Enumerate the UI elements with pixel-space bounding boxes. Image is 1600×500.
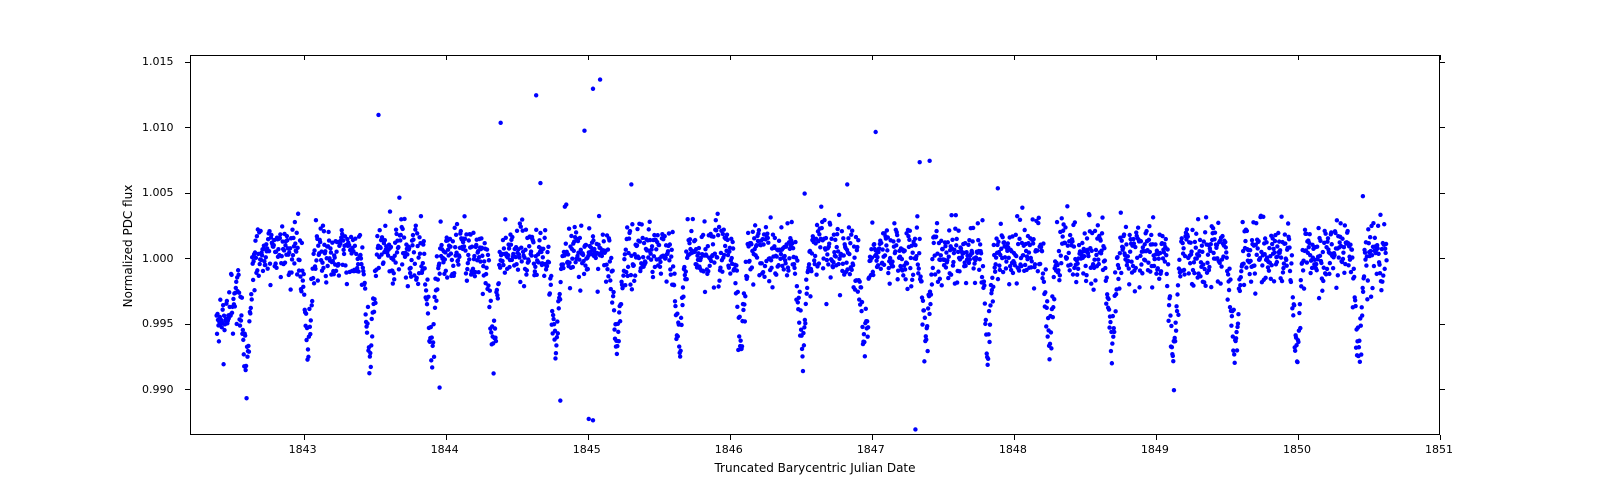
plot-area [190,55,1440,435]
x-tick-line [304,55,305,60]
y-tick-label: 1.000 [142,252,174,265]
y-tick-line [185,389,190,390]
y-tick-line [1440,389,1445,390]
y-tick-line [1440,193,1445,194]
x-tick-line [730,55,731,60]
y-tick-label: 1.005 [142,186,174,199]
x-tick-line [1440,435,1441,440]
y-tick-line [185,127,190,128]
x-tick-label: 1845 [573,443,601,456]
x-tick-line [1440,55,1441,60]
x-tick-label: 1843 [289,443,317,456]
y-tick-label: 0.990 [142,383,174,396]
x-tick-line [872,435,873,440]
y-tick-line [185,324,190,325]
y-tick-line [1440,62,1445,63]
x-tick-label: 1849 [1141,443,1169,456]
y-tick-line [1440,127,1445,128]
x-tick-line [1014,435,1015,440]
x-tick-line [588,435,589,440]
figure: Truncated Barycentric Julian Date Normal… [0,0,1600,500]
x-tick-label: 1848 [999,443,1027,456]
x-tick-label: 1846 [715,443,743,456]
x-tick-line [872,55,873,60]
y-tick-line [185,258,190,259]
y-tick-line [1440,324,1445,325]
y-tick-line [185,62,190,63]
x-tick-line [588,55,589,60]
x-tick-line [446,435,447,440]
y-tick-label: 1.010 [142,121,174,134]
x-tick-line [1298,435,1299,440]
x-tick-line [446,55,447,60]
x-tick-label: 1844 [431,443,459,456]
x-tick-line [1156,55,1157,60]
x-tick-line [304,435,305,440]
scatter-points [191,56,1441,436]
y-tick-label: 0.995 [142,317,174,330]
y-tick-label: 1.015 [142,55,174,68]
x-tick-label: 1847 [857,443,885,456]
y-tick-line [185,193,190,194]
x-tick-line [1298,55,1299,60]
y-axis-label: Normalized PDC flux [121,56,135,436]
x-tick-label: 1851 [1425,443,1453,456]
x-axis-label: Truncated Barycentric Julian Date [190,461,1440,475]
x-tick-line [1156,435,1157,440]
y-tick-line [1440,258,1445,259]
x-tick-line [1014,55,1015,60]
x-tick-line [730,435,731,440]
x-tick-label: 1850 [1283,443,1311,456]
